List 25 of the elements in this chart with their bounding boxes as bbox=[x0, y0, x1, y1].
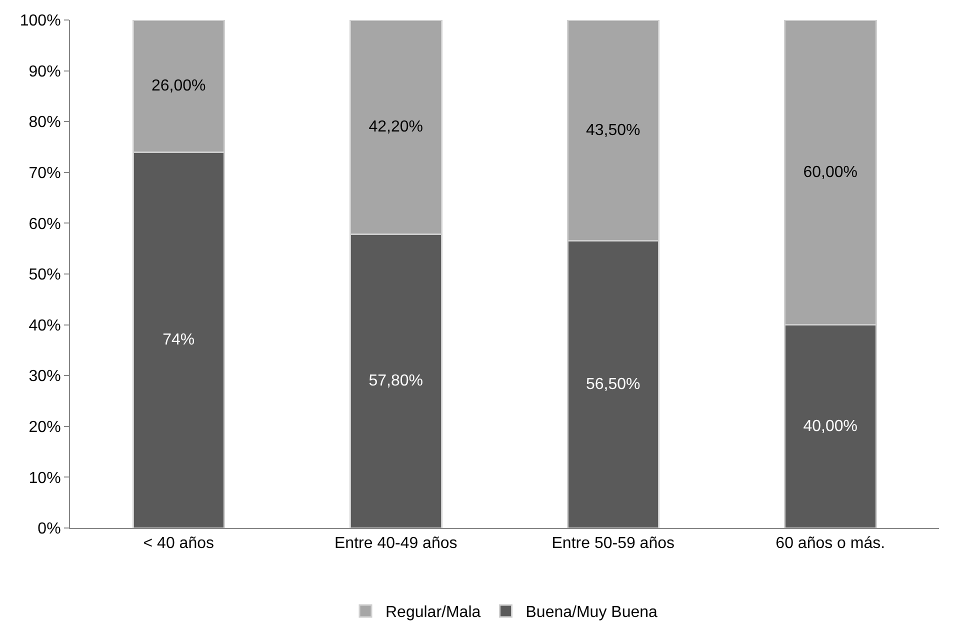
data-label: 74% bbox=[162, 332, 195, 349]
y-tick-label: 20% bbox=[28, 419, 61, 436]
x-tick-label: < 40 años bbox=[143, 535, 214, 552]
y-tick-label: 50% bbox=[28, 266, 61, 284]
legend-label: Buena/Muy Buena bbox=[526, 604, 658, 622]
data-label: 42,20% bbox=[368, 118, 424, 136]
y-tick-label: 10% bbox=[28, 470, 61, 487]
y-tick-label: 60% bbox=[28, 216, 61, 233]
y-tick-label: 30% bbox=[28, 368, 61, 386]
y-tick-label: 40% bbox=[28, 317, 61, 334]
legend-label: Regular/Mala bbox=[386, 604, 481, 622]
x-tick-label: 60 años o más. bbox=[776, 535, 886, 552]
data-label: 57,80% bbox=[368, 372, 424, 390]
data-label: 40,00% bbox=[803, 418, 858, 435]
data-label: 26,00% bbox=[151, 78, 206, 95]
x-tick-label: Entre 50-59 años bbox=[552, 535, 675, 552]
y-tick-label: 90% bbox=[28, 63, 61, 80]
x-tick-label: Entre 40-49 años bbox=[334, 535, 458, 552]
y-tick-label: 100% bbox=[20, 12, 61, 30]
data-label: 43,50% bbox=[586, 122, 640, 139]
data-label: 56,50% bbox=[586, 376, 640, 393]
y-tick-label: 70% bbox=[28, 165, 61, 182]
y-tick-label: 0% bbox=[38, 520, 61, 538]
data-label: 60,00% bbox=[803, 164, 858, 181]
y-tick-label: 80% bbox=[28, 114, 61, 132]
